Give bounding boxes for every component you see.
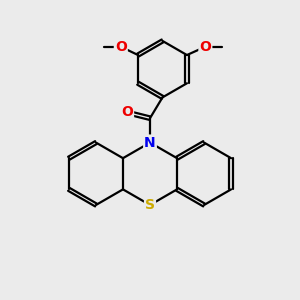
Text: N: N <box>144 136 156 150</box>
Text: O: O <box>115 40 127 54</box>
Text: O: O <box>200 40 211 54</box>
Text: S: S <box>145 198 155 212</box>
Text: O: O <box>121 105 133 119</box>
